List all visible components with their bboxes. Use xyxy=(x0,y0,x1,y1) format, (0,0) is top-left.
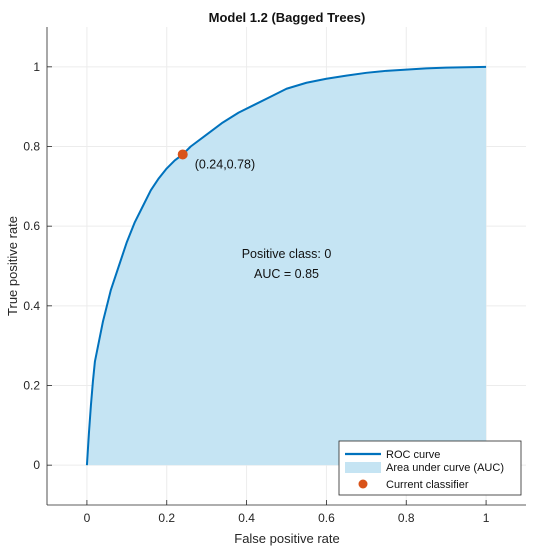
y-axis-label: True positive rate xyxy=(5,216,20,316)
y-tick-label-2: 0.4 xyxy=(23,299,40,313)
y-tick-label-3: 0.6 xyxy=(23,219,40,233)
positive-class-annotation: Positive class: 0 xyxy=(242,247,332,261)
classifier-point-label: (0.24,0.78) xyxy=(195,157,255,171)
chart-title: Model 1.2 (Bagged Trees) xyxy=(209,10,366,25)
y-tick-label-5: 1 xyxy=(33,60,40,74)
x-tick-label-4: 0.8 xyxy=(398,511,415,525)
y-tick-labels: 0 0.2 0.4 0.6 0.8 1 xyxy=(23,60,40,472)
auc-area-layer xyxy=(86,66,487,466)
auc-annotation: AUC = 0.85 xyxy=(254,267,319,281)
auc-area xyxy=(86,66,487,466)
y-tick-label-1: 0.2 xyxy=(23,379,40,393)
x-tick-labels: 0 0.2 0.4 0.6 0.8 1 xyxy=(84,511,490,525)
legend-classifier-swatch xyxy=(358,479,368,489)
legend: ROC curve Area under curve (AUC) Current… xyxy=(338,440,522,496)
x-axis-label: False positive rate xyxy=(234,531,340,546)
legend-auc-swatch xyxy=(345,462,381,473)
legend-roc-label: ROC curve xyxy=(386,449,440,461)
x-tick-label-3: 0.6 xyxy=(318,511,335,525)
x-tick-label-2: 0.4 xyxy=(238,511,255,525)
y-tick-label-0: 0 xyxy=(33,458,40,472)
classifier-point-layer xyxy=(177,149,188,160)
x-tick-label-1: 0.2 xyxy=(158,511,175,525)
current-classifier-point xyxy=(177,149,188,160)
axes xyxy=(46,27,526,506)
y-tick-label-4: 0.8 xyxy=(23,140,40,154)
legend-classifier-label: Current classifier xyxy=(386,479,469,491)
legend-auc-label: Area under curve (AUC) xyxy=(386,462,504,474)
x-tick-label-0: 0 xyxy=(84,511,91,525)
x-tick-label-5: 1 xyxy=(483,511,490,525)
